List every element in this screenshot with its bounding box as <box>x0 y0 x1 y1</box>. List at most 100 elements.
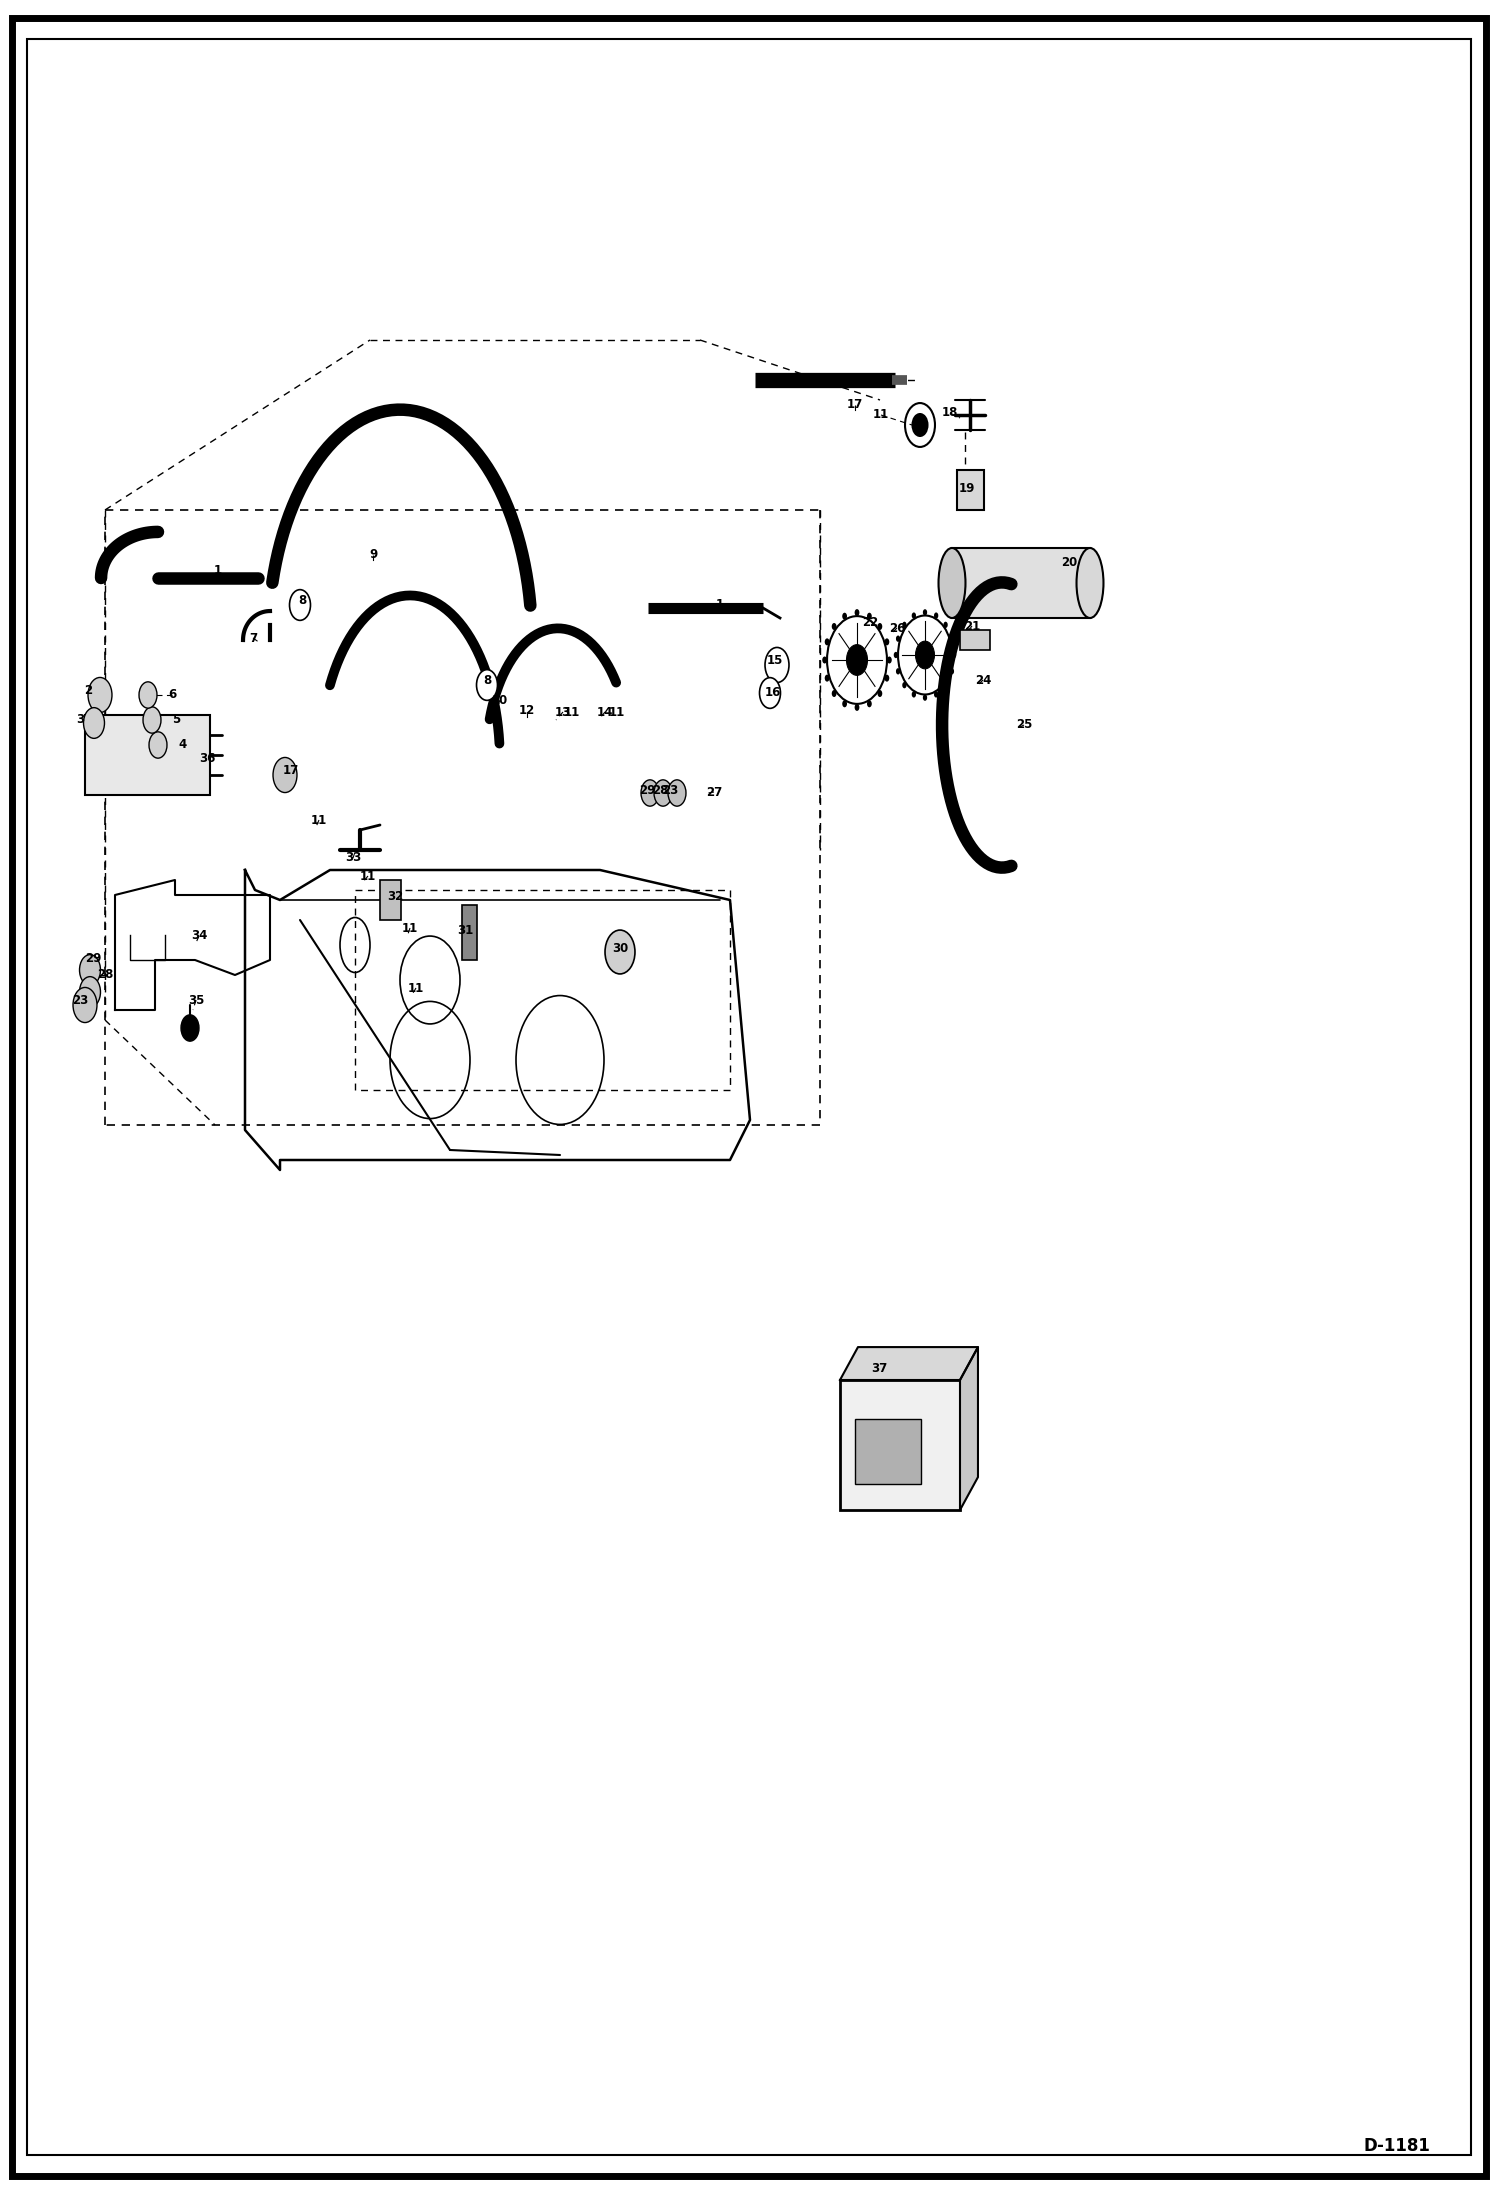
Text: 27: 27 <box>706 785 722 799</box>
Bar <box>957 470 984 509</box>
Text: 35: 35 <box>187 994 204 1007</box>
Text: 36: 36 <box>199 753 216 764</box>
Text: 8: 8 <box>482 674 491 687</box>
Bar <box>461 904 476 961</box>
Circle shape <box>822 656 827 663</box>
Bar <box>85 715 210 794</box>
Text: 25: 25 <box>1016 717 1032 731</box>
Circle shape <box>944 621 948 627</box>
Text: 11: 11 <box>312 814 327 827</box>
Text: 7: 7 <box>249 632 258 645</box>
Text: 28: 28 <box>652 783 668 796</box>
Circle shape <box>884 674 890 682</box>
Circle shape <box>827 617 887 704</box>
Text: 17: 17 <box>846 399 863 412</box>
Circle shape <box>831 623 836 630</box>
Circle shape <box>79 976 100 1007</box>
Text: 18: 18 <box>942 406 959 419</box>
Circle shape <box>950 669 954 674</box>
Text: 19: 19 <box>959 480 975 494</box>
Text: 20: 20 <box>1061 557 1077 570</box>
Circle shape <box>902 682 906 689</box>
Text: 16: 16 <box>765 687 780 700</box>
Circle shape <box>896 636 900 643</box>
Text: 32: 32 <box>386 889 403 902</box>
Text: 5: 5 <box>172 713 180 726</box>
Circle shape <box>915 641 935 669</box>
Text: 29: 29 <box>638 783 655 796</box>
Text: 22: 22 <box>861 617 878 630</box>
Text: 29: 29 <box>85 952 102 965</box>
Circle shape <box>84 709 105 739</box>
Text: 26: 26 <box>888 621 905 634</box>
Circle shape <box>951 652 956 658</box>
Circle shape <box>831 689 836 698</box>
Circle shape <box>181 1016 199 1042</box>
Circle shape <box>765 647 789 682</box>
Circle shape <box>854 610 860 617</box>
Text: 28: 28 <box>97 968 114 981</box>
Text: 3: 3 <box>76 713 84 726</box>
Text: 13: 13 <box>554 706 571 717</box>
Circle shape <box>897 617 951 695</box>
Circle shape <box>896 669 900 674</box>
Text: 11: 11 <box>608 706 625 717</box>
Circle shape <box>887 656 891 663</box>
Bar <box>380 880 401 919</box>
Ellipse shape <box>1077 548 1104 619</box>
Text: 6: 6 <box>168 689 177 702</box>
Circle shape <box>655 779 673 805</box>
Circle shape <box>867 612 872 619</box>
Circle shape <box>289 590 310 621</box>
Circle shape <box>884 638 890 645</box>
Text: 33: 33 <box>345 851 361 864</box>
Circle shape <box>902 621 906 627</box>
Text: 24: 24 <box>975 674 992 687</box>
Text: 15: 15 <box>767 654 783 667</box>
Circle shape <box>842 700 846 706</box>
Circle shape <box>759 678 780 709</box>
Circle shape <box>605 930 635 974</box>
Ellipse shape <box>939 548 966 619</box>
Circle shape <box>668 779 686 805</box>
Circle shape <box>73 987 97 1022</box>
Circle shape <box>944 682 948 689</box>
Polygon shape <box>840 1347 978 1380</box>
Text: 14: 14 <box>596 706 613 717</box>
Circle shape <box>142 706 160 733</box>
Circle shape <box>878 623 882 630</box>
Circle shape <box>912 415 927 437</box>
Text: 21: 21 <box>963 619 980 632</box>
Circle shape <box>842 612 846 619</box>
Circle shape <box>846 645 867 676</box>
Circle shape <box>912 691 915 698</box>
Circle shape <box>641 779 659 805</box>
Circle shape <box>912 612 915 619</box>
Text: 11: 11 <box>873 408 890 421</box>
Polygon shape <box>960 1347 978 1509</box>
Bar <box>960 630 990 649</box>
Text: 23: 23 <box>72 994 88 1007</box>
Text: 11: 11 <box>360 869 376 882</box>
Circle shape <box>923 610 927 617</box>
Circle shape <box>88 678 112 713</box>
Bar <box>855 1420 921 1483</box>
Text: 4: 4 <box>178 739 187 753</box>
Circle shape <box>933 612 938 619</box>
Circle shape <box>867 700 872 706</box>
Text: 9: 9 <box>369 548 377 562</box>
Circle shape <box>148 733 166 759</box>
Text: D-1181: D-1181 <box>1363 2137 1431 2155</box>
Circle shape <box>139 682 157 709</box>
Circle shape <box>825 638 830 645</box>
Circle shape <box>950 636 954 643</box>
Circle shape <box>933 691 938 698</box>
Text: 10: 10 <box>491 693 508 706</box>
Bar <box>840 1380 960 1509</box>
Circle shape <box>476 669 497 700</box>
Text: 8: 8 <box>298 595 306 606</box>
Text: 34: 34 <box>190 930 207 943</box>
Text: 23: 23 <box>662 783 679 796</box>
Circle shape <box>923 695 927 700</box>
Circle shape <box>273 757 297 792</box>
